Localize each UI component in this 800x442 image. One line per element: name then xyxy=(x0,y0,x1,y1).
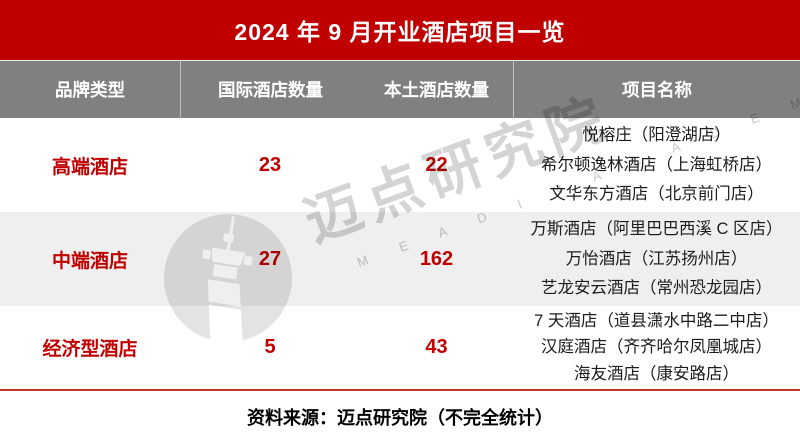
title-bar: 2024 年 9 月开业酒店项目一览 xyxy=(0,0,800,60)
table-row-economy: 经济型酒店 5 43 7 天酒店（道县潇水中路二中店） 汉庭酒店（齐齐哈尔凤凰城… xyxy=(0,306,800,389)
project-name: 汉庭酒店（齐齐哈尔凤凰城店） xyxy=(541,338,772,356)
domestic-count-cell: 43 xyxy=(425,336,448,358)
project-name: 悦榕庄（阳澄湖店） xyxy=(582,126,731,145)
project-names-cell: 7 天酒店（道县潇水中路二中店） 汉庭酒店（齐齐哈尔凤凰城店） 海友酒店（康安路… xyxy=(513,306,800,389)
project-name: 万怡酒店（江苏扬州店） xyxy=(565,249,748,268)
brand-type-cell: 经济型酒店 xyxy=(42,339,138,360)
header-project-name: 项目名称 xyxy=(513,61,800,118)
source-text: 资料来源：迈点研究院（不完全统计） xyxy=(247,407,553,428)
table-header-row: 品牌类型 国际酒店数量 本土酒店数量 项目名称 xyxy=(0,60,800,118)
project-name: 艺龙安云酒店（常州恐龙园店） xyxy=(541,278,772,297)
project-name: 7 天酒店（道县潇水中路二中店） xyxy=(534,311,779,330)
brand-type-cell: 高端酒店 xyxy=(51,156,128,178)
project-names-cell: 悦榕庄（阳澄湖店） 希尔顿逸林酒店（上海虹桥店） 文华东方酒店（北京前门店） xyxy=(513,118,800,212)
intl-count-cell: 23 xyxy=(258,153,282,176)
project-name: 万斯酒店（阿里巴巴西溪 C 区店） xyxy=(530,220,783,239)
table-body: 高端酒店 23 22 悦榕庄（阳澄湖店） 希尔顿逸林酒店（上海虹桥店） 文华东方… xyxy=(0,75,800,389)
domestic-count-cell: 162 xyxy=(419,247,454,270)
header-domestic-count: 本土酒店数量 xyxy=(384,80,489,100)
project-names-cell: 万斯酒店（阿里巴巴西溪 C 区店） 万怡酒店（江苏扬州店） 艺龙安云酒店（常州恐… xyxy=(513,212,800,306)
brand-type-cell: 中端酒店 xyxy=(51,250,128,272)
project-name: 希尔顿逸林酒店（上海虹桥店） xyxy=(541,155,772,174)
project-name: 文华东方酒店（北京前门店） xyxy=(549,184,764,203)
source-footer: 资料来源：迈点研究院（不完全统计） xyxy=(0,391,800,442)
intl-count-cell: 5 xyxy=(264,336,276,358)
domestic-count-cell: 22 xyxy=(425,153,448,176)
table-row-highend: 高端酒店 23 22 悦榕庄（阳澄湖店） 希尔顿逸林酒店（上海虹桥店） 文华东方… xyxy=(0,118,800,212)
header-international-count: 国际酒店数量 xyxy=(180,61,360,118)
project-name: 海友酒店（康安路店） xyxy=(574,364,739,383)
bottom-divider-line xyxy=(0,389,800,391)
header-brand-type: 品牌类型 xyxy=(55,80,125,100)
table-row-midscale: 中端酒店 27 162 万斯酒店（阿里巴巴西溪 C 区店） 万怡酒店（江苏扬州店… xyxy=(0,212,800,306)
intl-count-cell: 27 xyxy=(258,247,282,270)
page-title: 2024 年 9 月开业酒店项目一览 xyxy=(234,19,566,45)
